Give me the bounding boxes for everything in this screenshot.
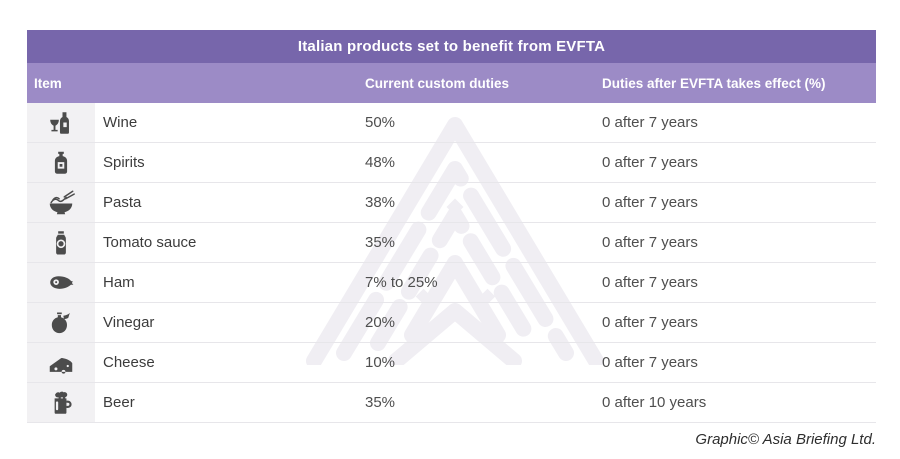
table-title: Italian products set to benefit from EVF…	[27, 30, 876, 63]
table-header-row: Item Current custom duties Duties after …	[27, 63, 876, 103]
current-duty-value: 48%	[365, 154, 396, 171]
column-header-current-duties: Current custom duties	[365, 75, 510, 91]
pasta-icon	[27, 183, 95, 222]
item-name: Tomato sauce	[103, 234, 197, 251]
current-duty-value: 20%	[365, 314, 396, 331]
vinegar-icon	[27, 303, 95, 342]
item-name: Ham	[103, 274, 135, 291]
duty-after-evfta-value: 0 after 7 years	[602, 314, 698, 331]
duty-after-evfta-value: 0 after 10 years	[602, 394, 707, 411]
wine-icon	[27, 103, 95, 142]
current-duty-value: 35%	[365, 394, 396, 411]
column-header-item: Item	[34, 75, 62, 91]
duty-after-evfta-value: 0 after 7 years	[602, 354, 698, 371]
current-duty-value: 35%	[365, 234, 396, 251]
duty-after-evfta-value: 0 after 7 years	[602, 194, 698, 211]
table-row: Wine 50% 0 after 7 years	[27, 103, 876, 143]
beer-icon	[27, 383, 95, 422]
table-body: Wine 50% 0 after 7 years Spirits 48% 0 after …	[27, 103, 876, 423]
item-name: Beer	[103, 394, 135, 411]
item-name: Wine	[103, 114, 138, 131]
spirits-icon	[27, 143, 95, 182]
credit-text: Graphic© Asia Briefing Ltd.	[695, 431, 876, 448]
ham-icon	[27, 263, 95, 302]
cheese-icon	[27, 343, 95, 382]
item-name: Cheese	[103, 354, 155, 371]
tomato-sauce-icon	[27, 223, 95, 262]
item-name: Pasta	[103, 194, 142, 211]
evfta-products-table: Italian products set to benefit from EVF…	[27, 30, 876, 423]
duty-after-evfta-value: 0 after 7 years	[602, 114, 698, 131]
table-row: Cheese 10% 0 after 7 years	[27, 343, 876, 383]
duty-after-evfta-value: 0 after 7 years	[602, 154, 698, 171]
item-name: Spirits	[103, 154, 145, 171]
current-duty-value: 10%	[365, 354, 396, 371]
current-duty-value: 38%	[365, 194, 396, 211]
table-row: Ham 7% to 25% 0 after 7 years	[27, 263, 876, 303]
duty-after-evfta-value: 0 after 7 years	[602, 274, 698, 291]
table-row: Vinegar 20% 0 after 7 years	[27, 303, 876, 343]
column-header-duties-after-evfta: Duties after EVFTA takes effect (%)	[602, 75, 826, 91]
current-duty-value: 50%	[365, 114, 396, 131]
table-row: Spirits 48% 0 after 7 years	[27, 143, 876, 183]
item-name: Vinegar	[103, 314, 155, 331]
table-row: Beer 35% 0 after 10 years	[27, 383, 876, 423]
table-row: Pasta 38% 0 after 7 years	[27, 183, 876, 223]
table-row: Tomato sauce 35% 0 after 7 years	[27, 223, 876, 263]
current-duty-value: 7% to 25%	[365, 274, 438, 291]
duty-after-evfta-value: 0 after 7 years	[602, 234, 698, 251]
